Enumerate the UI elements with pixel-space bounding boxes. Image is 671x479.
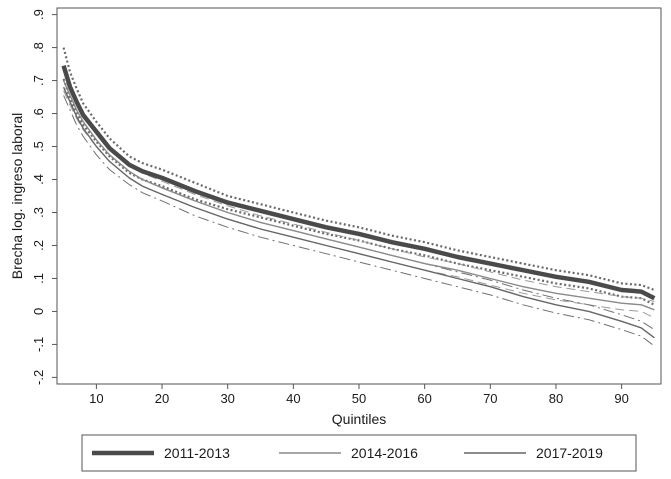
series-line: [62, 80, 655, 311]
y-tick-label: .4: [31, 174, 46, 185]
y-tick-label: .5: [31, 141, 46, 152]
legend-label: 2014-2016: [351, 445, 418, 461]
legend-label: 2017-2019: [536, 445, 603, 461]
x-tick-label: 30: [220, 391, 234, 406]
ci-lower-line: [63, 95, 655, 347]
y-tick-label: -.1: [31, 337, 46, 352]
y-tick-label: .7: [31, 75, 46, 86]
x-tick-label: 60: [417, 391, 431, 406]
y-tick-label: -.2: [31, 370, 46, 385]
plot-frame: [56, 7, 662, 385]
legend-box: [81, 434, 637, 472]
y-tick-label: .6: [31, 108, 46, 119]
x-tick-label: 70: [483, 391, 497, 406]
legend: 2011-2013 2014-2016 2017-2019: [81, 434, 637, 472]
y-axis: -.2 -.1 0 .1 .2 .3 .4 .5 .6 .7 .8 .9: [31, 9, 57, 385]
x-tick-label: 90: [614, 391, 628, 406]
y-tick-label: .3: [31, 207, 46, 218]
x-axis: 10 20 30 40 50 60 70 80 90: [89, 384, 629, 406]
y-tick-label: .8: [31, 42, 46, 53]
y-tick-label: 0: [31, 308, 46, 315]
legend-label: 2011-2013: [164, 445, 230, 461]
y-axis-label: Brecha log. ingreso laboral: [9, 113, 25, 280]
y-tick-label: .1: [31, 273, 46, 284]
x-tick-label: 20: [155, 391, 169, 406]
x-tick-label: 80: [549, 391, 563, 406]
x-tick-label: 50: [352, 391, 366, 406]
series-line: [62, 86, 655, 339]
y-tick-label: .9: [31, 9, 46, 20]
x-axis-label: Quintiles: [332, 411, 386, 427]
series-line: [61, 65, 656, 301]
series-lines: [61, 65, 656, 339]
ci-lower-line: [62, 78, 655, 306]
ci-upper-line: [62, 47, 655, 292]
y-tick-label: .2: [31, 240, 46, 251]
x-tick-label: 40: [286, 391, 300, 406]
x-tick-label: 10: [89, 391, 103, 406]
